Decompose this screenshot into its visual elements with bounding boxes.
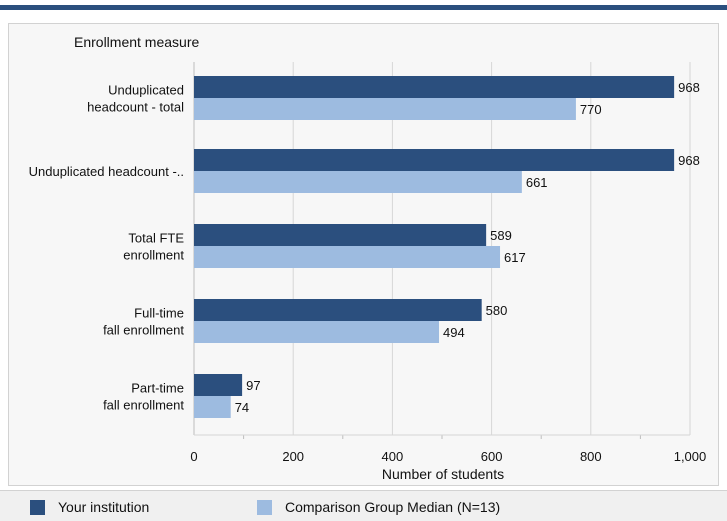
category-label: Unduplicated headcount - total bbox=[87, 83, 184, 115]
bar-value-label: 661 bbox=[526, 175, 548, 190]
x-tick-label: 800 bbox=[580, 449, 602, 464]
category-label: Part-time fall enrollment bbox=[103, 381, 184, 413]
bar-comparison-median bbox=[194, 171, 522, 193]
bar-value-label: 968 bbox=[678, 80, 700, 95]
y-axis-title: Enrollment measure bbox=[74, 34, 199, 50]
bar-comparison-median bbox=[194, 396, 231, 418]
category-label: Unduplicated headcount -.. bbox=[29, 164, 184, 179]
legend-label-comparison-median: Comparison Group Median (N=13) bbox=[285, 499, 501, 515]
x-tick-label: 0 bbox=[190, 449, 197, 464]
bar-value-label: 494 bbox=[443, 325, 465, 340]
category-label: Full-time fall enrollment bbox=[103, 306, 184, 338]
bar-value-label: 74 bbox=[235, 400, 249, 415]
category-label: Total FTE enrollment bbox=[123, 231, 184, 263]
enrollment-bar-chart: 0 200 400 600 800 1,000 968 770 Unduplicated head… bbox=[29, 34, 707, 482]
bar-your-institution bbox=[194, 149, 675, 171]
bar-your-institution bbox=[194, 374, 243, 396]
legend-label-your-institution: Your institution bbox=[58, 499, 150, 515]
bar-value-label: 580 bbox=[486, 303, 508, 318]
x-tick-label: 600 bbox=[481, 449, 503, 464]
bar-comparison-median bbox=[194, 98, 576, 120]
x-tick-label: 400 bbox=[382, 449, 404, 464]
bar-value-label: 617 bbox=[504, 250, 526, 265]
bar-your-institution bbox=[194, 76, 675, 98]
bar-comparison-median bbox=[194, 321, 440, 343]
x-tick-label: 200 bbox=[282, 449, 304, 464]
labels: 0 200 400 600 800 1,000 968 770 Unduplicated head… bbox=[29, 80, 707, 464]
bar-value-label: 589 bbox=[490, 228, 512, 243]
header-bar bbox=[0, 0, 727, 10]
legend-swatch-comparison-median bbox=[257, 500, 272, 515]
legend: Your institution Comparison Group Median… bbox=[0, 490, 727, 521]
x-axis-title: Number of students bbox=[382, 466, 504, 482]
legend-swatch-your-institution bbox=[30, 500, 45, 515]
x-tick-label: 1,000 bbox=[674, 449, 707, 464]
bar-comparison-median bbox=[194, 246, 501, 268]
bar-your-institution bbox=[194, 224, 487, 246]
bar-value-label: 968 bbox=[678, 153, 700, 168]
bars bbox=[194, 76, 675, 418]
bar-your-institution bbox=[194, 299, 482, 321]
bar-value-label: 770 bbox=[580, 102, 602, 117]
bar-value-label: 97 bbox=[246, 378, 260, 393]
